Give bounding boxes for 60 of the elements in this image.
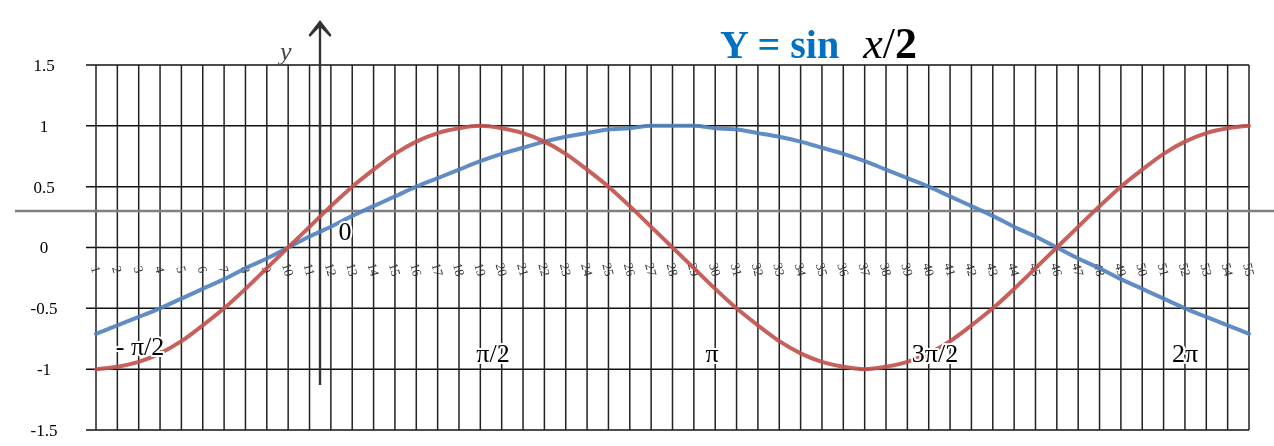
x-tick-label: 49 [1111, 261, 1130, 278]
x-tick-label: 51 [1154, 261, 1173, 278]
x-tick-label: 38 [877, 261, 895, 278]
x-tick-label: 1 [87, 264, 105, 275]
x-tick-label: 31 [727, 261, 746, 278]
x-tick-label: 33 [770, 261, 789, 278]
y-tick-label: -1.5 [30, 420, 58, 440]
y-tick-label: -1 [36, 360, 52, 380]
x-tick-label: 22 [535, 261, 554, 278]
x-tick-label: 4 [151, 264, 169, 276]
x-tick-label: 37 [855, 261, 874, 279]
chart-title: Y = sin x/2 [720, 19, 917, 68]
x-tick-label: 44 [1005, 261, 1024, 279]
x-tick-label: 2 [109, 264, 126, 275]
x-tick-label: 41 [941, 261, 959, 278]
x-tick-label: 43 [983, 261, 1002, 278]
y-tick-label: 0.5 [33, 177, 55, 197]
x-tick-label: 27 [642, 261, 661, 279]
y-tick-label: 0 [39, 238, 49, 258]
y-axis-title: y [277, 37, 292, 66]
x-tick-label: 11 [300, 261, 319, 278]
x-tick-label: 32 [748, 261, 767, 278]
y-tick-label: 1.5 [33, 55, 55, 75]
x-tick-label: 53 [1197, 261, 1216, 278]
x-tick-label: 18 [450, 261, 468, 278]
x-tick-label: 35 [812, 261, 831, 278]
annotation: 0 [338, 217, 352, 246]
x-tick-label: 30 [706, 261, 725, 278]
x-tick-label: 28 [663, 261, 682, 278]
x-tick-label: 5 [173, 264, 190, 275]
x-tick-label: 20 [492, 261, 511, 278]
x-tick-label: 42 [962, 261, 981, 278]
x-tick-label: 17 [428, 261, 447, 279]
x-tick-label: 12 [321, 261, 340, 278]
x-tick-label: 25 [599, 261, 618, 278]
y-tick-label: -0.5 [30, 299, 58, 319]
x-tick-label: 16 [407, 261, 426, 279]
x-tick-label: 55 [1240, 261, 1258, 278]
x-tick-label: 15 [385, 261, 404, 278]
x-tick-label: 23 [556, 261, 575, 278]
x-tick-label: 26 [620, 261, 639, 279]
x-tick-label: 13 [343, 261, 362, 278]
x-tick-label: 50 [1133, 261, 1152, 278]
x-tick-label: 40 [919, 261, 938, 278]
x-tick-label: 36 [834, 261, 853, 279]
x-tick-label: 48 [1090, 261, 1109, 278]
x-tick-label: 39 [898, 261, 917, 278]
x-tick-label: 3 [130, 264, 147, 275]
x-tick-label: 54 [1218, 261, 1237, 279]
x-tick-label: 24 [578, 261, 597, 279]
x-tick-label: 14 [364, 261, 383, 279]
y-tick-label: 1 [39, 116, 49, 136]
x-tick-label: 19 [471, 261, 490, 278]
x-tick-label: 45 [1026, 261, 1045, 278]
x-tick-label: 21 [514, 261, 532, 278]
x-tick-label: 52 [1175, 261, 1194, 278]
x-tick-label: 7 [215, 264, 233, 276]
x-tick-label: 29 [684, 261, 703, 278]
x-tick-label: 34 [791, 261, 810, 279]
x-tick-label: 6 [194, 264, 211, 276]
